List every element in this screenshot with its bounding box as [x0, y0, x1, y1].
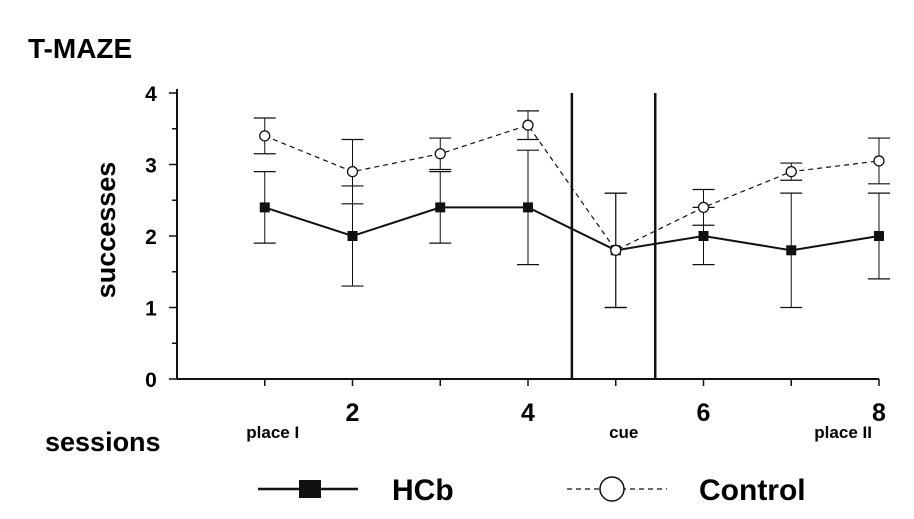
- x-tick-label: 2: [346, 399, 360, 427]
- data-point: [259, 202, 270, 213]
- phase-label: place II: [814, 423, 872, 442]
- x-tick-label: 8: [872, 399, 886, 427]
- y-tick-label: 2: [145, 226, 157, 249]
- data-point: [259, 130, 271, 142]
- legend: HCb Control: [258, 474, 806, 507]
- series-hcb: [253, 149, 890, 309]
- legend-item-control: Control: [567, 474, 806, 507]
- phase-dividers: [570, 93, 657, 379]
- legend-label: Control: [699, 474, 806, 507]
- phase-label: place I: [246, 423, 299, 442]
- data-point: [874, 231, 884, 241]
- y-tick-label: 3: [145, 155, 157, 178]
- series-control: [253, 110, 890, 309]
- legend-label: HCb: [392, 474, 454, 507]
- data-point: [785, 165, 797, 178]
- data-point: [873, 155, 885, 167]
- series-layer: [253, 110, 890, 309]
- y-tick-label: 1: [145, 298, 157, 321]
- data-point: [522, 119, 534, 131]
- series-line: [264, 206, 880, 252]
- legend-marker: [299, 480, 321, 498]
- data-point: [697, 201, 710, 214]
- y-ticks: 0 1 2 3 4: [145, 83, 177, 392]
- data-point: [786, 245, 797, 256]
- legend-item-hcb: HCb: [258, 474, 454, 507]
- x-ticks: 2 4 6 8: [264, 379, 886, 427]
- data-point: [347, 231, 358, 241]
- data-point: [698, 231, 709, 241]
- data-point: [346, 165, 359, 178]
- y-axis-label: successes: [91, 162, 121, 299]
- phase-labels: place I cue place II: [246, 423, 872, 442]
- series-line: [264, 124, 880, 252]
- chart-title: T-MAZE: [28, 33, 132, 64]
- phase-label: cue: [609, 423, 638, 442]
- x-axis-label: sessions: [45, 427, 161, 457]
- data-point: [434, 148, 446, 160]
- y-tick-label: 0: [145, 369, 157, 392]
- x-tick-label: 6: [697, 399, 711, 427]
- x-tick-label: 4: [521, 399, 535, 427]
- data-point: [610, 244, 622, 256]
- y-tick-label: 4: [145, 83, 157, 106]
- legend-marker: [599, 476, 625, 502]
- data-point: [523, 202, 533, 213]
- data-point: [435, 202, 446, 213]
